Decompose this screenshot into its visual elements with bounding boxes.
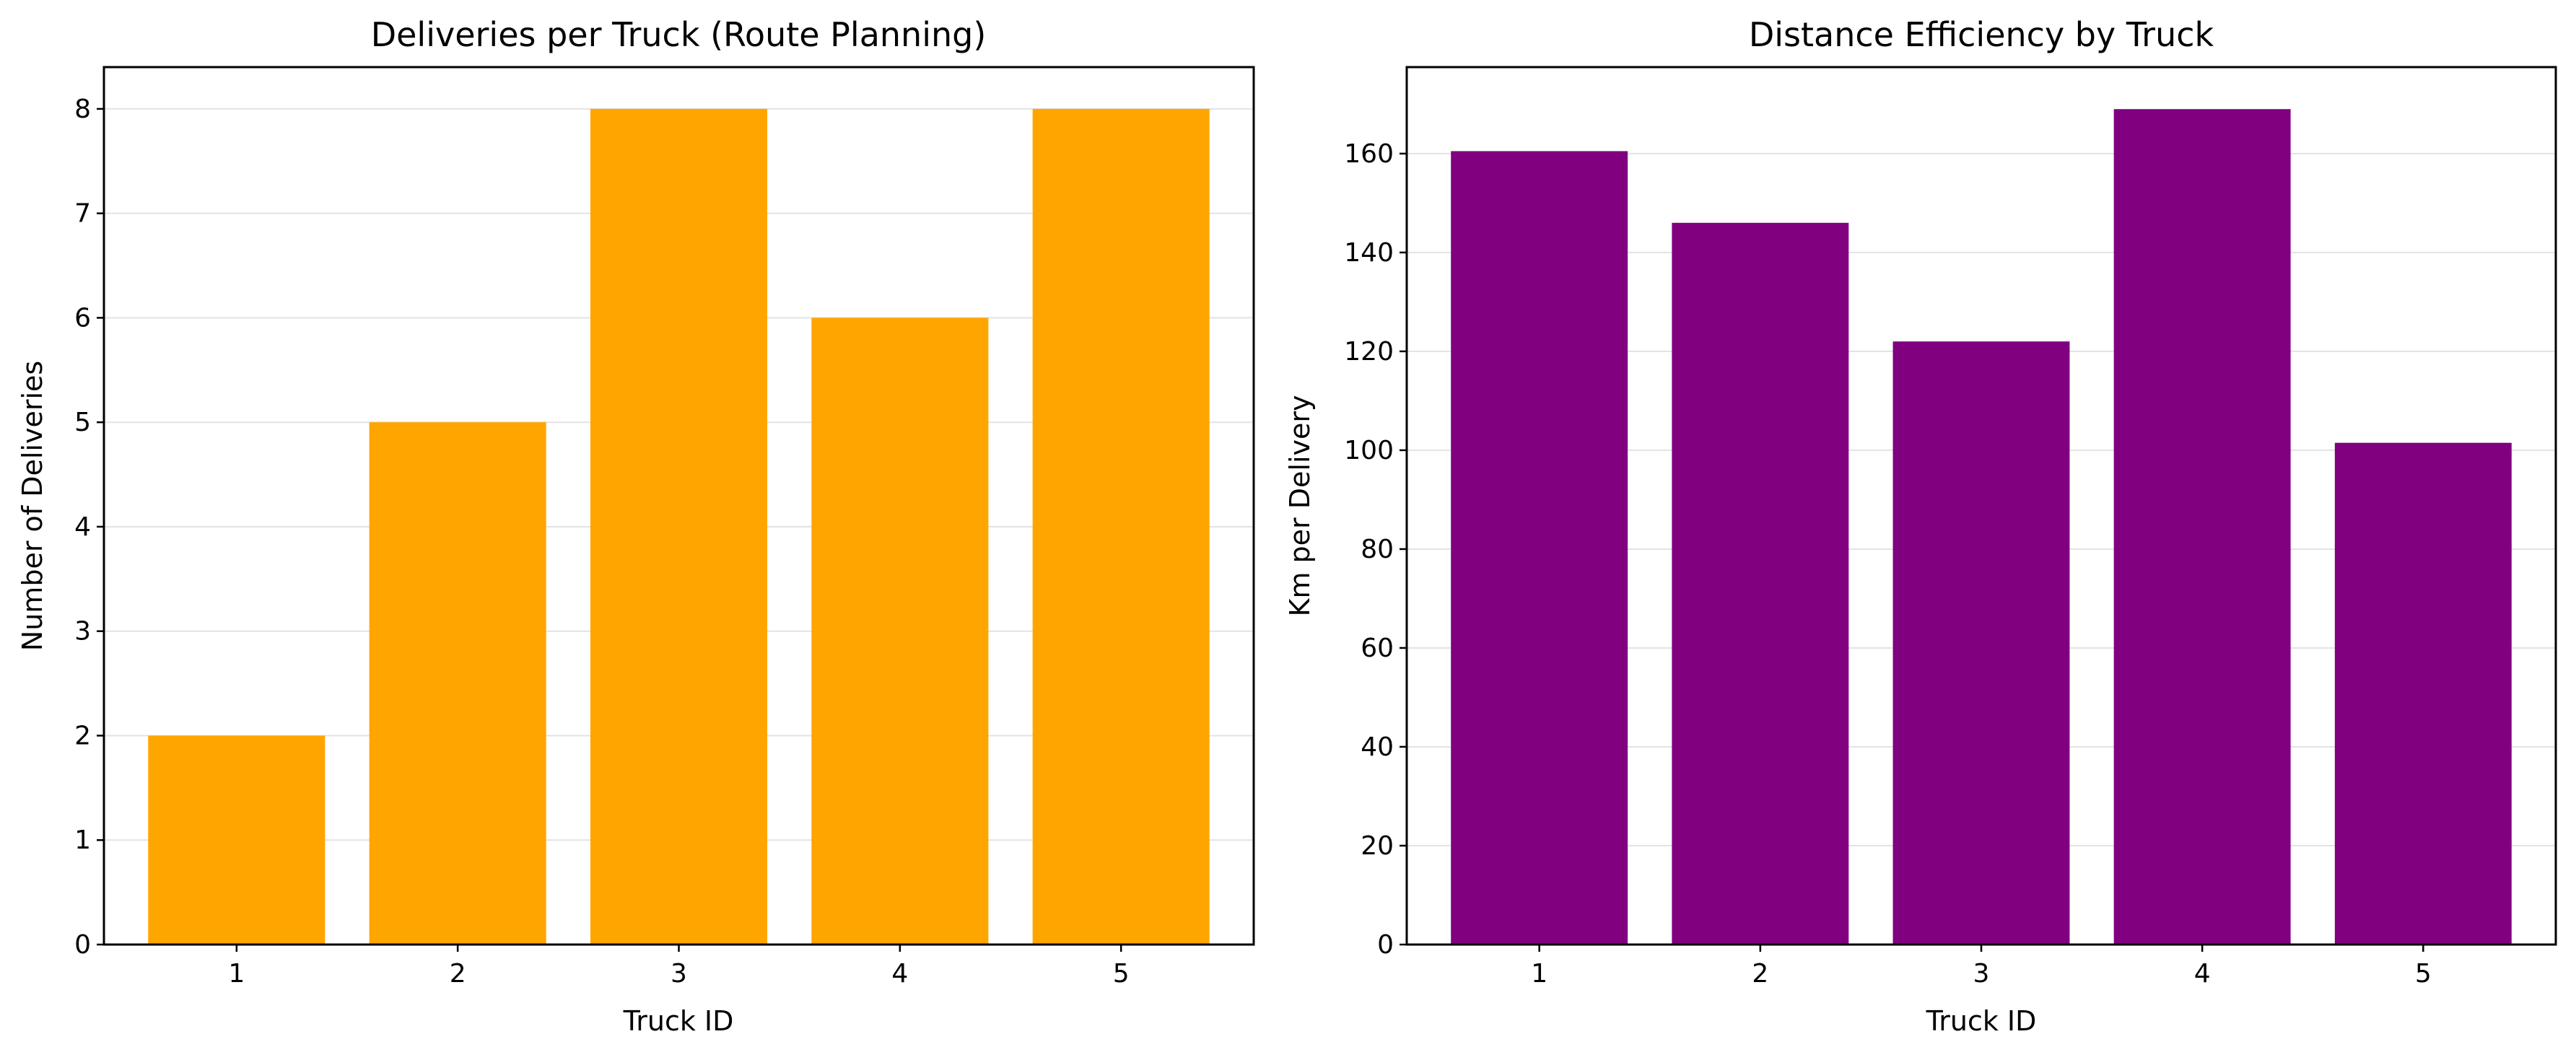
y-axis-label: Number of Deliveries <box>17 361 48 651</box>
x-tick-label: 3 <box>671 959 687 989</box>
x-tick-label: 5 <box>1113 959 1130 989</box>
y-axis-label: Km per Delivery <box>1284 395 1316 617</box>
bar-truck-1 <box>1451 151 1628 945</box>
bar-truck-5 <box>1032 108 1210 945</box>
x-axis-label: Truck ID <box>1926 1005 2037 1037</box>
y-tick-label: 4 <box>74 512 91 542</box>
x-tick-label: 4 <box>891 959 908 989</box>
x-tick-label: 4 <box>2194 959 2211 989</box>
y-tick-label: 60 <box>1361 634 1394 663</box>
y-tick-label: 3 <box>74 617 91 647</box>
bar-truck-1 <box>148 735 326 945</box>
chart-title: Deliveries per Truck (Route Planning) <box>371 15 987 54</box>
y-tick-label: 8 <box>74 95 91 124</box>
y-tick-label: 120 <box>1344 337 1394 367</box>
x-tick-label: 2 <box>450 959 466 989</box>
bars <box>1451 109 2512 945</box>
bar-truck-4 <box>2113 109 2291 945</box>
y-tick-label: 0 <box>1377 930 1394 960</box>
x-tick-label: 1 <box>228 959 245 989</box>
y-tick-label: 40 <box>1361 732 1394 762</box>
x-tick-label: 1 <box>1531 959 1547 989</box>
y-tick-label: 160 <box>1344 139 1394 169</box>
y-axis-ticks: 0 1 2 3 4 5 6 7 8 <box>74 95 104 960</box>
bar-truck-3 <box>1892 341 2070 945</box>
y-tick-label: 100 <box>1344 436 1394 465</box>
bar-truck-5 <box>2334 442 2512 945</box>
y-axis-ticks: 0 20 40 60 80 100 120 140 160 <box>1344 139 1407 960</box>
y-tick-label: 5 <box>74 408 91 437</box>
x-tick-label: 3 <box>1973 959 1990 989</box>
x-tick-label: 2 <box>1752 959 1768 989</box>
distance-efficiency-chart: Distance Efficiency by Truck 02040608010… <box>1284 15 2557 1037</box>
y-tick-label: 2 <box>74 721 91 750</box>
y-tick-label: 7 <box>74 199 91 229</box>
x-axis-label: Truck ID <box>623 1005 734 1037</box>
deliveries-chart: Deliveries per Truck (Route Planning) 0 1… <box>17 15 1255 1037</box>
bars <box>148 108 1210 945</box>
y-tick-label: 0 <box>74 930 91 960</box>
y-tick-label: 20 <box>1361 831 1394 861</box>
y-tick-label: 6 <box>74 303 91 333</box>
bar-truck-4 <box>811 317 989 945</box>
bar-truck-3 <box>590 108 768 945</box>
chart-title: Distance Efficiency by Truck <box>1749 15 2214 54</box>
bar-truck-2 <box>369 422 546 945</box>
x-axis-ticks: 1 2 3 4 5 <box>228 945 1130 989</box>
x-axis-ticks: 1 2 3 4 5 <box>1531 945 2432 989</box>
y-tick-label: 140 <box>1344 238 1394 268</box>
y-tick-label: 80 <box>1361 535 1394 564</box>
bar-truck-2 <box>1672 222 1849 945</box>
y-tick-label: 1 <box>74 825 91 855</box>
x-tick-label: 5 <box>2415 959 2432 989</box>
